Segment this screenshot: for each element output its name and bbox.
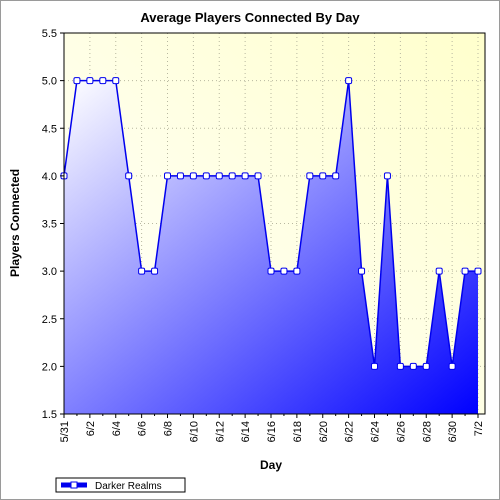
data-point [138, 267, 146, 275]
data-point [461, 267, 469, 275]
x-tick-label: 6/8 [163, 421, 175, 436]
x-tick-label: 6/20 [318, 421, 330, 442]
x-tick-label: 6/4 [111, 421, 123, 436]
data-point [228, 172, 236, 180]
x-tick-label: 6/12 [214, 421, 226, 442]
legend-series-name: Darker Realms [95, 481, 162, 492]
data-point [254, 172, 262, 180]
data-point [215, 172, 223, 180]
x-tick-label: 6/6 [137, 421, 149, 436]
data-point [319, 172, 327, 180]
series-area [64, 80, 478, 414]
data-point [241, 172, 249, 180]
data-point [396, 362, 404, 370]
data-point [448, 362, 456, 370]
data-point [306, 172, 314, 180]
data-point [435, 267, 443, 275]
data-point [280, 267, 288, 275]
data-point [151, 267, 159, 275]
data-point [422, 362, 430, 370]
data-point [383, 172, 391, 180]
x-tick-label: 6/2 [85, 421, 97, 436]
data-point [86, 77, 94, 85]
x-tick-label: 6/30 [447, 421, 459, 442]
data-point [345, 77, 353, 85]
x-axis-label: Day [260, 458, 282, 472]
chart-title: Average Players Connected By Day [140, 10, 360, 25]
legend: Darker Realms [55, 477, 186, 493]
x-tick-label: 6/10 [188, 421, 200, 442]
y-tick-label: 1.5 [42, 409, 57, 421]
x-axis: 5/31 6/2 6/4 6/6 6/8 6/10 6/12 6/14 6/16 6/18 6/20… [59, 414, 485, 442]
data-point [371, 362, 378, 370]
x-tick-label: 6/16 [266, 421, 278, 442]
data-point [99, 77, 107, 85]
y-tick-label: 5.0 [42, 76, 57, 88]
y-tick-label: 5.5 [42, 28, 57, 40]
data-point [164, 172, 171, 180]
legend-swatch-marker [70, 481, 78, 489]
y-axis: 1.5 2.0 2.5 3.0 3.5 4.0 4.5 5.0 5.5 [42, 28, 64, 421]
data-point [202, 172, 210, 180]
y-axis-label: Players Connected [8, 169, 22, 277]
data-point [474, 267, 482, 275]
x-tick-label: 5/31 [59, 421, 71, 442]
data-point [73, 77, 81, 85]
data-point [358, 267, 366, 275]
y-tick-label: 3.5 [42, 219, 57, 231]
x-tick-label: 6/18 [292, 421, 304, 442]
legend-box [55, 477, 186, 493]
y-tick-label: 3.0 [42, 266, 57, 278]
x-tick-label: 6/28 [421, 421, 433, 442]
data-point [125, 172, 133, 180]
data-point [332, 172, 340, 180]
x-tick-label: 6/14 [240, 421, 252, 442]
data-point [189, 172, 197, 180]
x-tick-label: 6/24 [370, 421, 382, 442]
data-point [293, 267, 301, 275]
x-tick-label: 6/26 [395, 421, 407, 442]
y-tick-label: 4.5 [42, 123, 57, 135]
x-tick-label: 7/2 [473, 421, 485, 436]
y-tick-label: 2.5 [42, 314, 57, 326]
data-point [267, 267, 275, 275]
y-tick-label: 4.0 [42, 171, 57, 183]
y-tick-label: 2.0 [42, 361, 57, 373]
data-point [409, 362, 417, 370]
data-point [176, 172, 184, 180]
x-tick-label: 6/22 [344, 421, 356, 442]
data-point [112, 77, 120, 85]
